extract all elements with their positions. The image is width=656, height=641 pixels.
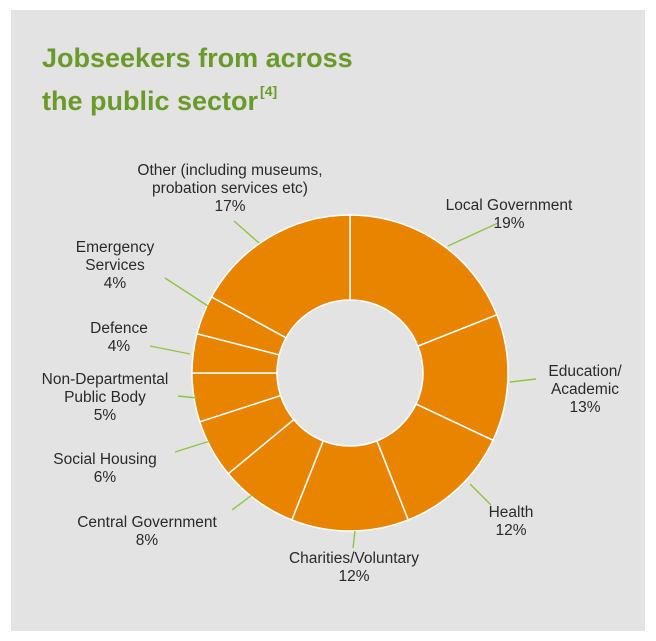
leader-line	[352, 530, 356, 549]
leader-line	[469, 483, 492, 506]
slice-label-line: Non-Departmental	[42, 371, 169, 388]
slice-label-line: Emergency	[76, 239, 155, 256]
slice-percent: 12%	[495, 522, 526, 539]
slice-label-line: Local Government	[446, 197, 573, 214]
leader-line	[233, 220, 260, 244]
leader-line	[231, 494, 253, 511]
slice-label-line: Public Body	[64, 389, 146, 406]
slice-label-line: Social Housing	[53, 451, 156, 468]
slice-label: Non-Departmental Public Body 5%	[42, 371, 169, 424]
slice-label-line: probation services etc)	[152, 180, 308, 197]
donut-slice	[210, 214, 351, 339]
slice-percent: 4%	[104, 275, 127, 292]
leader-line	[177, 395, 198, 399]
slice-label: Central Government 8%	[77, 514, 217, 549]
slice-label: Health 12%	[489, 504, 534, 539]
chart-title-line-1: Jobseekers from across	[42, 43, 353, 73]
slice-percent: 5%	[94, 407, 117, 424]
chart-title-line-2-text: the public sector	[42, 86, 259, 116]
leader-line	[149, 345, 191, 355]
slice-label: Other (including museums, probation servi…	[137, 162, 322, 215]
slice-percent: 6%	[94, 469, 117, 486]
leader-line	[174, 440, 211, 453]
donut-slices	[191, 214, 509, 532]
slice-label-line: Education/	[548, 363, 622, 380]
slice-label: Emergency Services 4%	[76, 239, 155, 292]
slice-label-line: Central Government	[77, 514, 217, 531]
chart-title: Jobseekers from across the public sector…	[42, 40, 353, 120]
chart-title-footnote: [4]	[260, 83, 278, 99]
slice-percent: 8%	[136, 532, 159, 549]
slice-percent: 13%	[569, 399, 600, 416]
slice-labels: Local Government 19% Education/Academic 13%…	[42, 162, 623, 585]
slice-label: Education/Academic 13%	[548, 363, 622, 416]
slice-label: Charities/Voluntary 12%	[289, 550, 419, 585]
slice-percent: 12%	[338, 568, 369, 585]
slice-percent: 4%	[108, 338, 131, 355]
slice-label-line: Health	[489, 504, 534, 521]
slice-label-line: Services	[85, 257, 145, 274]
slice-label-line: Other (including museums,	[137, 162, 322, 179]
leader-line	[164, 277, 209, 307]
slice-label: Local Government 19%	[446, 197, 573, 232]
leader-line	[509, 378, 537, 383]
leader-line	[447, 222, 499, 247]
slice-percent: 17%	[214, 198, 245, 215]
leader-lines	[149, 220, 537, 549]
slice-label-line: Academic	[551, 381, 619, 398]
slice-percent: 19%	[493, 215, 524, 232]
slice-label-line: Defence	[90, 320, 148, 337]
slice-label: Social Housing 6%	[53, 451, 156, 486]
donut-slice	[349, 214, 498, 348]
slice-label-line: Charities/Voluntary	[289, 550, 419, 567]
slice-label: Defence 4%	[90, 320, 148, 355]
chart-title-line-2: the public sector [4]	[42, 77, 353, 120]
